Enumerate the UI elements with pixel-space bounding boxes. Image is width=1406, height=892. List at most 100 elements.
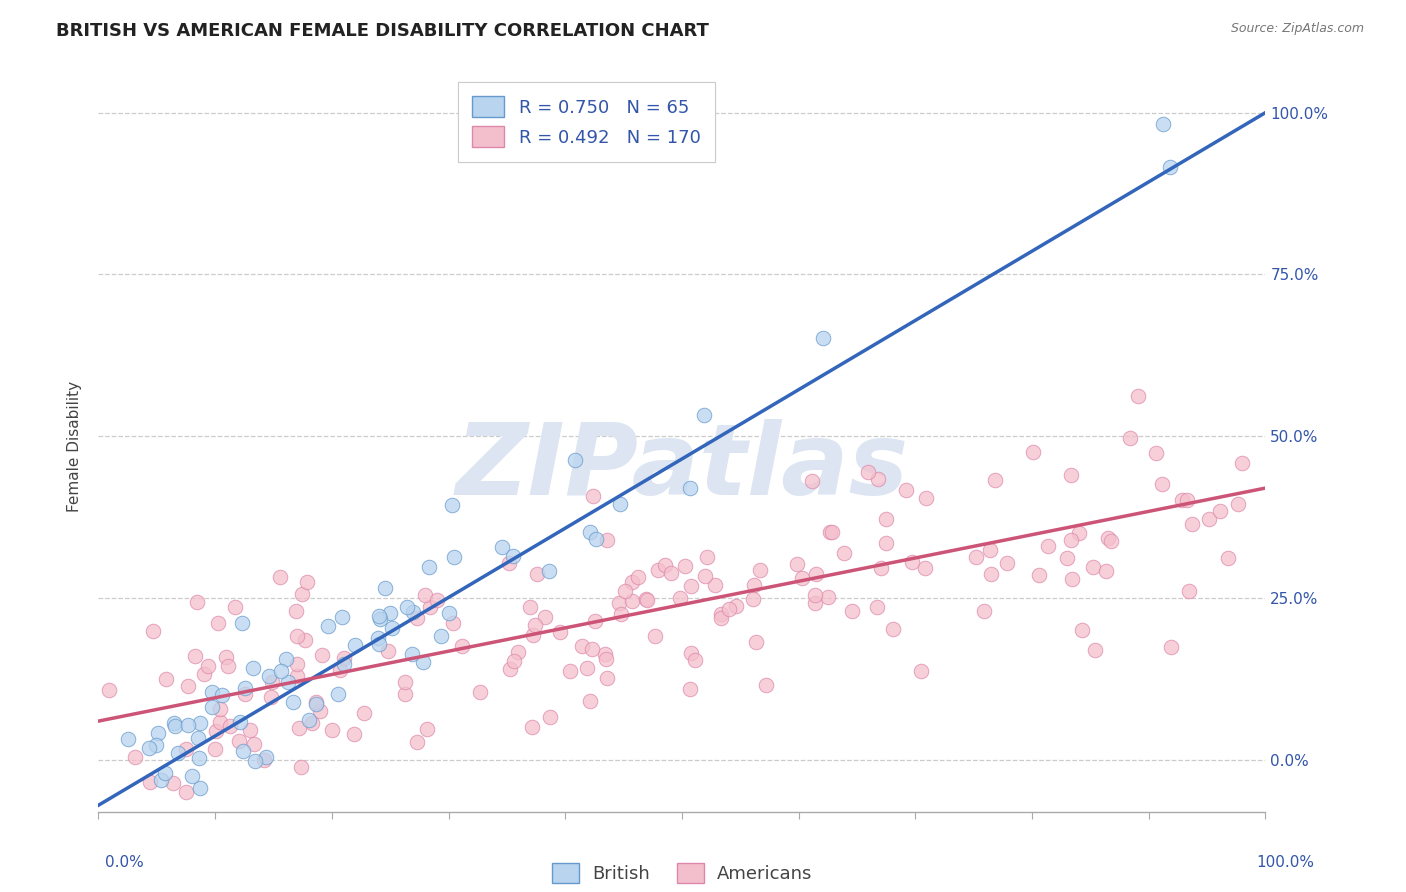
Point xyxy=(443,615,465,630)
Point xyxy=(596,671,619,685)
Point xyxy=(443,549,465,564)
Point xyxy=(679,681,702,696)
Point xyxy=(1152,476,1174,491)
Point xyxy=(685,653,707,667)
Point xyxy=(277,674,299,689)
Point xyxy=(297,575,319,590)
Point xyxy=(328,687,350,701)
Point xyxy=(146,725,169,739)
Point xyxy=(406,611,429,625)
Point xyxy=(1146,446,1168,460)
Point xyxy=(1171,493,1194,508)
Point xyxy=(870,560,893,574)
Point xyxy=(1209,504,1232,518)
Point xyxy=(910,665,932,679)
Point xyxy=(582,489,605,503)
Point xyxy=(1060,572,1083,586)
Point xyxy=(167,746,190,760)
Point xyxy=(659,566,682,580)
Point xyxy=(627,570,650,584)
Point xyxy=(980,567,1002,582)
Point xyxy=(243,754,266,768)
Point xyxy=(745,635,768,649)
Point xyxy=(1119,431,1142,445)
Point xyxy=(301,716,323,731)
Point xyxy=(288,721,311,735)
Point xyxy=(866,599,889,614)
Point xyxy=(259,690,281,704)
Point xyxy=(1159,161,1181,175)
Point xyxy=(875,536,897,550)
Point xyxy=(538,564,561,578)
Point xyxy=(914,561,936,575)
Point xyxy=(786,557,808,571)
Point xyxy=(235,681,257,695)
Point xyxy=(607,596,630,610)
Point xyxy=(900,555,922,569)
Point xyxy=(821,524,844,539)
Point xyxy=(333,657,356,671)
Point xyxy=(437,606,460,620)
Point xyxy=(754,678,776,692)
Point xyxy=(965,550,987,565)
Point xyxy=(124,749,146,764)
Point xyxy=(228,733,250,747)
Point xyxy=(550,625,572,640)
Point xyxy=(811,330,834,344)
Point xyxy=(725,599,748,614)
Point xyxy=(576,660,599,674)
Point xyxy=(291,586,314,600)
Point xyxy=(679,578,702,592)
Text: ZIPatlas: ZIPatlas xyxy=(456,419,908,516)
Point xyxy=(239,723,262,737)
Point xyxy=(581,642,603,657)
Point xyxy=(979,542,1001,557)
Point xyxy=(609,497,631,511)
Point xyxy=(413,588,436,602)
Point xyxy=(519,599,541,614)
Point xyxy=(984,473,1007,487)
Point xyxy=(508,645,530,659)
Point xyxy=(693,568,716,582)
Point xyxy=(426,592,449,607)
Point xyxy=(647,563,669,577)
Point xyxy=(218,718,240,732)
Point xyxy=(875,512,897,526)
Point xyxy=(368,609,391,624)
Point xyxy=(117,731,139,746)
Point xyxy=(294,632,316,647)
Point xyxy=(1152,117,1174,131)
Point xyxy=(1081,560,1104,574)
Point xyxy=(231,615,253,630)
Point xyxy=(402,606,425,620)
Point xyxy=(155,765,177,780)
Point xyxy=(305,695,328,709)
Point xyxy=(316,619,339,633)
Point xyxy=(197,659,219,673)
Point xyxy=(468,685,491,699)
Point xyxy=(285,657,308,671)
Text: Source: ZipAtlas.com: Source: ZipAtlas.com xyxy=(1230,22,1364,36)
Point xyxy=(804,567,827,582)
Point xyxy=(1060,533,1083,548)
Point xyxy=(841,604,863,618)
Point xyxy=(1097,531,1119,545)
Point xyxy=(235,687,257,701)
Point xyxy=(254,750,277,764)
Point xyxy=(163,715,186,730)
Point xyxy=(253,754,276,768)
Point xyxy=(177,679,200,693)
Point xyxy=(522,628,544,642)
Point xyxy=(201,685,224,699)
Point xyxy=(1021,445,1043,459)
Point xyxy=(585,532,607,546)
Point xyxy=(309,704,332,718)
Point xyxy=(343,727,366,741)
Point xyxy=(499,662,522,676)
Legend: R = 0.750   N = 65, R = 0.492   N = 170: R = 0.750 N = 65, R = 0.492 N = 170 xyxy=(457,82,716,161)
Point xyxy=(679,482,702,496)
Point xyxy=(284,605,307,619)
Text: BRITISH VS AMERICAN FEMALE DISABILITY CORRELATION CHART: BRITISH VS AMERICAN FEMALE DISABILITY CO… xyxy=(56,22,709,40)
Point xyxy=(583,614,606,628)
Point xyxy=(1056,550,1078,565)
